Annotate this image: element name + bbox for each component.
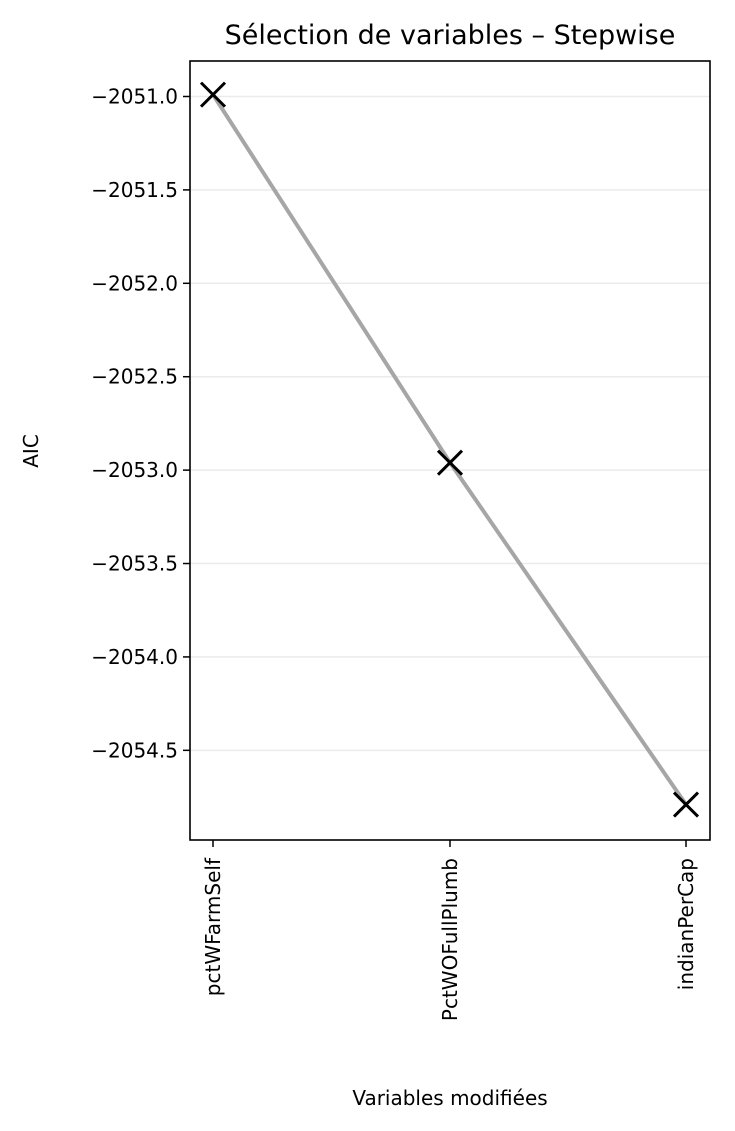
y-tick-label: −2053.0 bbox=[91, 458, 178, 482]
data-markers bbox=[199, 81, 700, 818]
series-line bbox=[211, 93, 688, 806]
y-tick-label: −2051.0 bbox=[91, 84, 178, 108]
data-point-marker bbox=[199, 81, 227, 108]
x-tick-label: indianPerCap bbox=[674, 858, 698, 990]
y-tick-label: −2054.0 bbox=[91, 645, 178, 669]
y-axis-label: AIC bbox=[19, 434, 43, 468]
chart-title: Sélection de variables – Stepwise bbox=[225, 20, 676, 51]
x-axis-label: Variables modifiées bbox=[352, 1086, 547, 1110]
y-tick-label: −2053.5 bbox=[91, 552, 178, 576]
data-point-marker bbox=[436, 449, 464, 476]
x-tick-label: pctWFarmSelf bbox=[201, 857, 225, 996]
x-tick-label: PctWOFullPlumb bbox=[438, 858, 462, 1021]
x-axis: pctWFarmSelf PctWOFullPlumb indianPerCap bbox=[201, 840, 698, 1021]
y-tick-label: −2054.5 bbox=[91, 738, 178, 762]
y-tick-label: −2052.5 bbox=[91, 365, 178, 389]
y-tick-label: −2051.5 bbox=[91, 178, 178, 202]
grid-lines bbox=[190, 95, 710, 752]
y-tick-label: −2052.0 bbox=[91, 271, 178, 295]
y-axis: −2051.0 −2051.5 −2052.0 −2052.5 −2053.0 −2053… bbox=[91, 84, 190, 762]
data-point-marker bbox=[672, 791, 700, 818]
series-line-path bbox=[211, 93, 688, 806]
